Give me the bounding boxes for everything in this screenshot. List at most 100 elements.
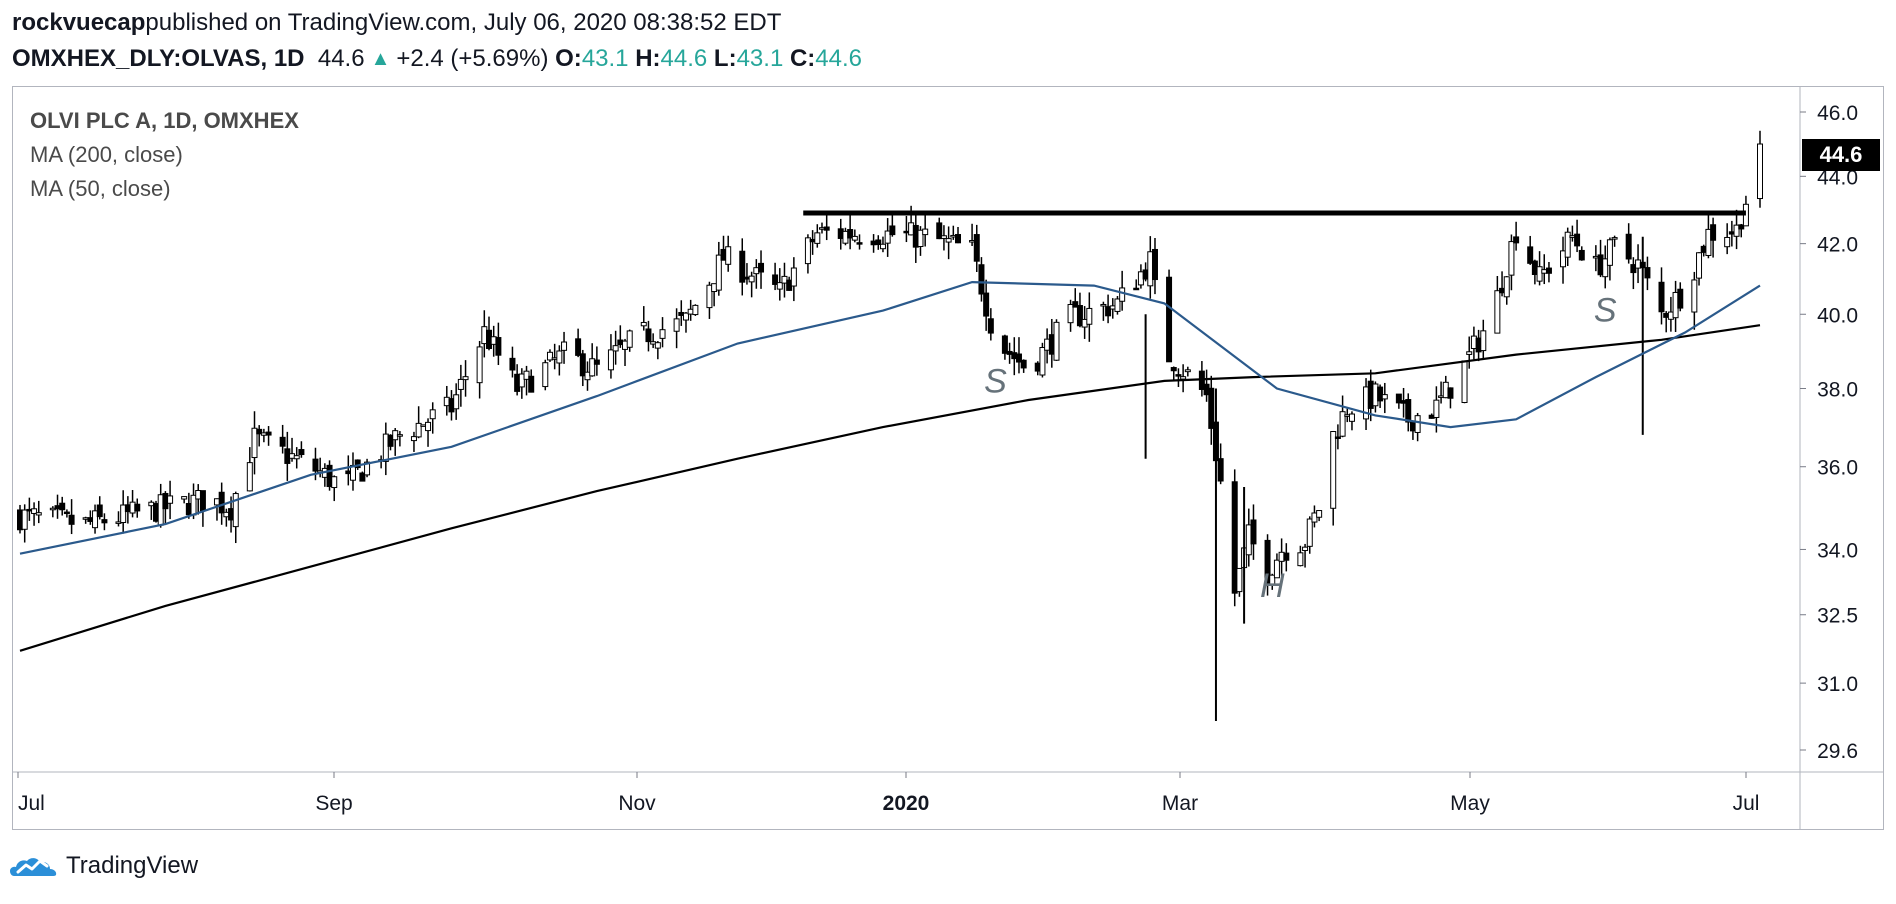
candle bbox=[1086, 292, 1093, 342]
pattern-label: H bbox=[1260, 567, 1285, 605]
candle bbox=[21, 504, 28, 543]
candle bbox=[63, 509, 70, 518]
candle bbox=[59, 496, 66, 516]
candle bbox=[917, 226, 924, 256]
candle bbox=[1381, 382, 1388, 414]
candle bbox=[856, 234, 863, 250]
x-tick-label: Sep bbox=[315, 792, 352, 815]
candles-layer bbox=[17, 130, 1763, 721]
candle bbox=[349, 452, 356, 491]
pattern-label: S bbox=[984, 362, 1007, 400]
candle bbox=[1578, 246, 1585, 261]
footer-brand[interactable]: TradingView bbox=[66, 852, 199, 879]
candle bbox=[31, 502, 38, 526]
author-name[interactable]: rockvuecap bbox=[12, 9, 146, 36]
candle bbox=[1231, 469, 1238, 607]
x-tick-label: Jul bbox=[1733, 792, 1760, 815]
last-price-tag: 44.6 bbox=[1802, 139, 1880, 171]
candle bbox=[134, 498, 141, 518]
candle bbox=[936, 217, 943, 240]
candle bbox=[101, 513, 108, 531]
footer: TradingView bbox=[10, 852, 198, 880]
candle bbox=[607, 334, 614, 379]
candle bbox=[256, 425, 263, 447]
candle bbox=[1105, 294, 1112, 324]
candle bbox=[364, 458, 371, 478]
candle bbox=[1208, 375, 1215, 445]
candle bbox=[1447, 387, 1454, 409]
candle bbox=[804, 234, 811, 274]
candle bbox=[955, 226, 962, 244]
pattern-label: S bbox=[1594, 292, 1617, 330]
high-label: H: bbox=[635, 45, 661, 72]
candle bbox=[593, 346, 600, 376]
legend-ma200[interactable]: MA (200, close) bbox=[30, 142, 183, 167]
candle bbox=[1119, 270, 1126, 311]
candle bbox=[509, 346, 516, 378]
open-label: O: bbox=[555, 45, 582, 72]
candle bbox=[589, 343, 596, 377]
last-price: 44.6 bbox=[317, 45, 365, 72]
candle bbox=[1658, 267, 1665, 325]
y-tick-label: 29.6 bbox=[1817, 740, 1858, 763]
publish-line: rockvuecap published on TradingView.com,… bbox=[12, 8, 862, 38]
candle bbox=[293, 447, 300, 469]
candle bbox=[1414, 412, 1421, 442]
candle bbox=[1696, 252, 1703, 286]
tradingview-logo-icon bbox=[10, 858, 57, 876]
candle bbox=[331, 475, 338, 502]
price-axis[interactable]: 46.0 44.0 42.0 40.0 38.0 36.0 34.0 32.5 31.0 29.6 bbox=[1800, 102, 1858, 763]
candle bbox=[682, 311, 689, 333]
legend-title[interactable]: OLVI PLC A, 1D, OMXHEX bbox=[30, 108, 299, 133]
y-tick-label: 44.0 bbox=[1817, 166, 1858, 189]
candle bbox=[889, 214, 896, 237]
candle bbox=[940, 225, 947, 251]
candle bbox=[1184, 366, 1191, 377]
x-tick-label: Jul bbox=[18, 792, 45, 815]
candle bbox=[673, 308, 680, 349]
candle bbox=[847, 214, 854, 250]
candle bbox=[359, 471, 366, 482]
candle bbox=[1236, 567, 1243, 597]
candle bbox=[523, 365, 530, 396]
chart-frame[interactable] bbox=[12, 86, 1884, 830]
candle bbox=[1273, 553, 1280, 579]
candle bbox=[68, 499, 75, 535]
candle bbox=[579, 349, 586, 387]
x-tick-label: May bbox=[1450, 792, 1490, 815]
y-tick-label: 40.0 bbox=[1817, 304, 1858, 327]
candle bbox=[1710, 217, 1717, 258]
candle bbox=[851, 229, 858, 243]
publish-info: published on TradingView.com, July 06, 2… bbox=[145, 9, 782, 36]
candle bbox=[879, 236, 886, 253]
y-tick-label: 36.0 bbox=[1817, 457, 1858, 480]
candle bbox=[410, 431, 417, 452]
chart-header: rockvuecap published on TradingView.com,… bbox=[12, 8, 862, 74]
candle bbox=[823, 210, 830, 241]
candle bbox=[1053, 319, 1060, 361]
candle bbox=[1536, 251, 1543, 286]
candle bbox=[1269, 573, 1276, 590]
candle bbox=[1527, 235, 1534, 265]
candle bbox=[167, 480, 174, 520]
candle bbox=[429, 402, 436, 434]
x-tick-label: Mar bbox=[1162, 792, 1198, 815]
candle bbox=[265, 426, 272, 446]
y-tick-label: 46.0 bbox=[1817, 102, 1858, 125]
candle bbox=[1334, 424, 1341, 450]
candle bbox=[1330, 430, 1337, 526]
candle bbox=[96, 496, 103, 520]
candle bbox=[758, 250, 765, 289]
candle bbox=[1377, 384, 1384, 408]
low-label: L: bbox=[713, 45, 737, 72]
legend-ma50[interactable]: MA (50, close) bbox=[30, 176, 171, 201]
candle bbox=[626, 329, 633, 352]
candle bbox=[1133, 279, 1140, 291]
candle bbox=[1602, 245, 1609, 289]
candle bbox=[922, 215, 929, 247]
up-triangle-icon: ▲ bbox=[370, 48, 391, 70]
time-axis[interactable]: Jul Sep Nov 2020 Mar May Jul bbox=[17, 772, 1760, 815]
chart-legend: OLVI PLC A, 1D, OMXHEX MA (200, close) M… bbox=[30, 104, 299, 206]
candle bbox=[1405, 393, 1412, 432]
